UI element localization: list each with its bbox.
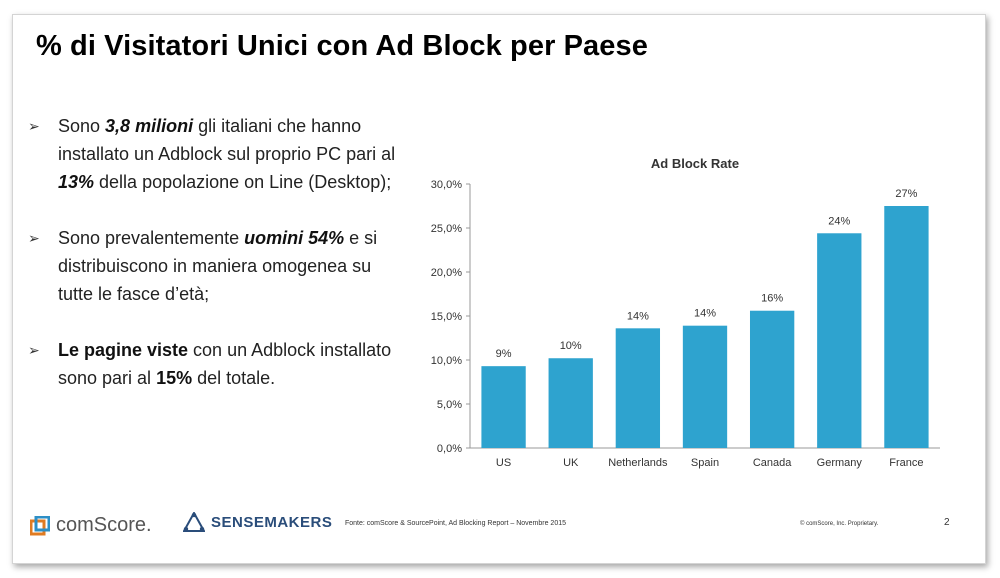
ad-block-rate-chart: Ad Block Rate 0,0% 5,0% 10,0% 15,0% 20,0% 25,0…: [431, 156, 940, 469]
sensemakers-logo-text: SENSEMAKERS: [211, 513, 333, 531]
arrow-bullet-icon: ➢: [28, 230, 40, 246]
y-tick-label: 5,0%: [437, 399, 462, 411]
bullet-fragment: e si distribuiscono in maniera omogenea …: [58, 228, 378, 304]
sensemakers-logo: SENSEMAKERS: [183, 512, 332, 532]
data-label: 9%: [496, 348, 512, 360]
arrow-bullet-icon: ➢: [28, 342, 40, 358]
bullet-text: Le pagine viste con un Adblock installat…: [58, 340, 391, 388]
bullet-fragment: 15%: [156, 368, 193, 388]
bullet-fragment: della popolazione on Line (Desktop);: [94, 172, 392, 192]
chart-title: Ad Block Rate: [651, 156, 739, 171]
bullet-fragment: Sono prevalentemente: [58, 228, 245, 248]
bullet-text: Sono 3,8 milioni gli italiani che hanno …: [58, 116, 395, 192]
bullet-list: ➢ Sono 3,8 milioni gli italiani che hanno…: [28, 112, 398, 420]
x-tick-label: Netherlands: [608, 457, 668, 469]
data-label: 14%: [694, 308, 716, 320]
y-tick-label: 20,0%: [431, 267, 462, 279]
data-label: 10%: [560, 340, 582, 352]
page-number: 2: [944, 517, 950, 528]
x-tick-label: US: [496, 457, 511, 469]
bullet-fragment: 3,8 milioni: [105, 116, 194, 136]
bullet-fragment: Le pagine viste: [58, 340, 189, 360]
sensemakers-logo-icon: [183, 512, 205, 532]
arrow-bullet-icon: ➢: [28, 118, 40, 134]
bullet-item: ➢ Sono prevalentemente uomini 54% e si di…: [28, 224, 398, 308]
bullet-fragment: del totale.: [192, 368, 276, 388]
y-tick-label: 30,0%: [431, 179, 462, 191]
bar-canada: [749, 310, 795, 448]
data-label: 27%: [895, 188, 917, 200]
y-tick-label: 10,0%: [431, 355, 462, 367]
bullet-item: ➢ Sono 3,8 milioni gli italiani che hanno…: [28, 112, 398, 196]
bar-spain: [682, 325, 728, 448]
comscore-logo-text: comScore.: [56, 514, 152, 536]
bar-us: [481, 366, 526, 448]
y-tick-label: 0,0%: [437, 443, 462, 455]
x-tick-label: France: [889, 457, 923, 469]
data-label: 24%: [828, 215, 850, 227]
copyright-note: © comScore, Inc. Proprietary.: [800, 521, 879, 527]
x-tick-label: Spain: [691, 457, 719, 469]
bar-uk: [548, 358, 593, 448]
bar-france: [884, 206, 929, 448]
bullet-fragment: uomini 54%: [244, 228, 345, 248]
bullet-item: ➢ Le pagine viste con un Adblock installa…: [28, 336, 398, 392]
x-tick-label: UK: [563, 457, 579, 469]
bullet-text: Sono prevalentemente uomini 54% e si dis…: [58, 228, 377, 304]
x-tick-label: Germany: [817, 457, 863, 469]
y-tick-label: 25,0%: [431, 223, 462, 235]
comscore-logo: comScore.: [30, 514, 152, 537]
x-tick-label: Canada: [753, 457, 792, 469]
data-label: 16%: [761, 293, 783, 305]
bullet-fragment: 13%: [58, 172, 95, 192]
bullet-fragment: gli italiani che hanno installato un Adb…: [58, 116, 396, 164]
bullet-fragment: Sono: [58, 116, 106, 136]
comscore-logo-icon: [30, 515, 50, 535]
source-note: Fonte: comScore & SourcePoint, Ad Blocki…: [345, 520, 567, 527]
y-tick-label: 15,0%: [431, 311, 462, 323]
data-label: 14%: [627, 310, 649, 322]
bar-netherlands: [615, 328, 661, 448]
slide-title: % di Visitatori Unici con Ad Block per P…: [36, 30, 648, 62]
bar-germany: [817, 233, 862, 448]
bullet-fragment: con un Adblock installato sono pari al: [58, 340, 392, 388]
